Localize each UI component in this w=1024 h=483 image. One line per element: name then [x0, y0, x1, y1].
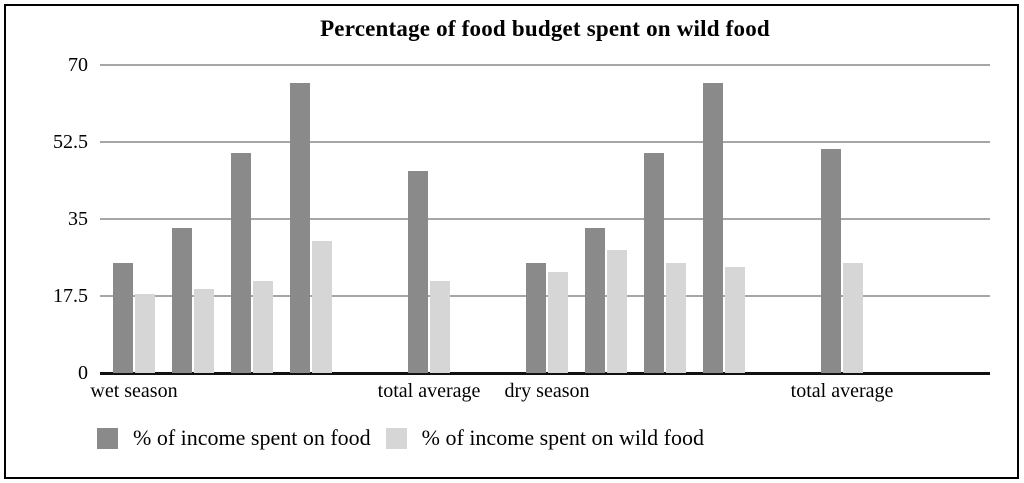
bar-wild-food-6: [607, 249, 627, 373]
bar-food-1: [172, 227, 192, 373]
legend-swatch-food: [97, 427, 118, 449]
gridline: [100, 218, 990, 220]
bar-wild-food-2: [253, 280, 273, 373]
bar-wild-food-3: [312, 241, 332, 373]
bar-food-3: [290, 82, 310, 373]
y-axis-tick-label: 0: [78, 362, 88, 384]
x-axis-line: [100, 372, 990, 375]
bar-wild-food-7: [666, 263, 686, 373]
legend-swatch-wild-food: [385, 427, 407, 449]
bar-wild-food-5: [548, 271, 568, 373]
y-axis-tick-label: 17.5: [53, 285, 88, 307]
plot-area: [100, 64, 990, 375]
chart-title: Percentage of food budget spent on wild …: [320, 16, 770, 41]
bar-food-0: [113, 263, 133, 373]
bar-food-6: [585, 227, 605, 373]
bar-food-2: [231, 153, 251, 373]
chart-border: [4, 4, 1019, 479]
bar-wild-food-1: [194, 289, 214, 373]
y-axis-tick-label: 70: [68, 54, 88, 76]
y-axis-tick-label: 35: [68, 208, 88, 230]
bar-wild-food-8: [725, 267, 745, 373]
x-axis-category-label: total average: [790, 380, 894, 402]
gridline: [100, 64, 990, 66]
legend: % of income spent on food % of income spe…: [97, 425, 704, 451]
bar-wild-food-9: [843, 263, 863, 373]
bar-food-8: [703, 82, 723, 373]
legend-label-food: % of income spent on food: [133, 425, 371, 450]
legend-label-wild-food: % of income spent on wild food: [421, 425, 704, 450]
bar-food-5: [526, 263, 546, 373]
y-axis-tick-label: 52.5: [53, 131, 88, 153]
x-axis-category-label: wet season: [90, 380, 178, 402]
bar-food-4: [408, 170, 428, 373]
gridline: [100, 141, 990, 143]
bar-food-7: [644, 153, 664, 373]
bar-wild-food-0: [135, 293, 155, 373]
x-axis-category-label: dry season: [504, 380, 590, 402]
bar-food-9: [821, 148, 841, 373]
bar-wild-food-4: [430, 280, 450, 373]
x-axis-category-label: total average: [377, 380, 481, 402]
